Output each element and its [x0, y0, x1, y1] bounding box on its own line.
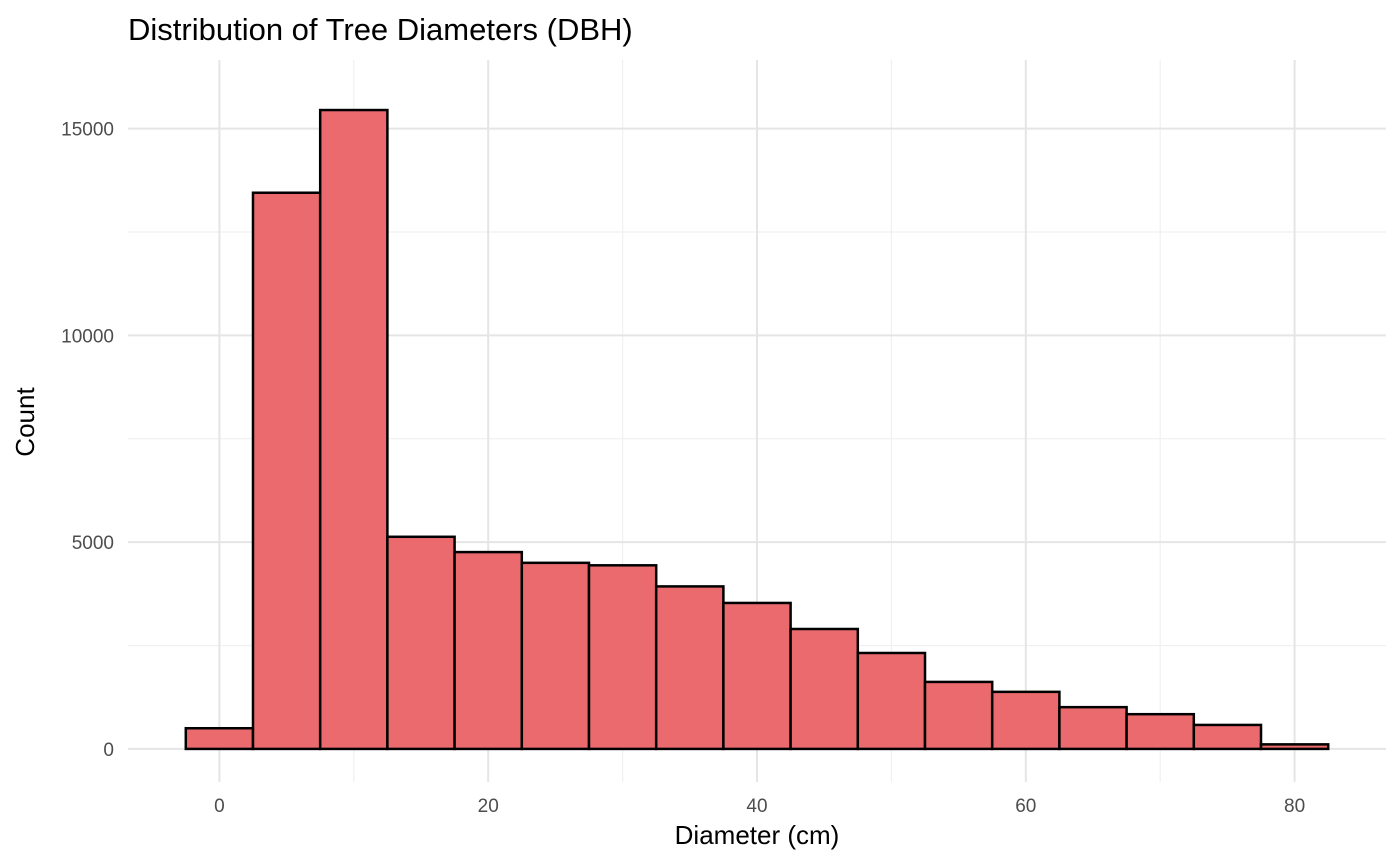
histogram-bar	[923, 680, 994, 751]
histogram-bar	[453, 550, 524, 751]
histogram-bar	[1192, 723, 1263, 751]
histogram-bar	[990, 690, 1061, 751]
histogram-bar	[856, 651, 927, 751]
histogram-bar	[520, 561, 591, 751]
x-tick-label: 20	[478, 796, 499, 817]
y-tick-label: 0	[103, 740, 114, 761]
histogram-bar	[318, 108, 389, 751]
histogram-bars	[184, 108, 1330, 751]
x-tick-label: 0	[214, 796, 225, 817]
x-tick-label: 60	[1015, 796, 1036, 817]
y-axis-ticks: 0 5000 10000 15000	[61, 120, 114, 761]
y-tick-label: 10000	[61, 326, 114, 347]
y-tick-label: 5000	[72, 533, 114, 554]
x-tick-label: 40	[746, 796, 767, 817]
histogram-bar	[1259, 743, 1330, 751]
y-axis-title: Count	[10, 387, 40, 457]
histogram-bar	[654, 585, 725, 751]
x-axis-title: Diameter (cm)	[675, 820, 840, 850]
histogram-bar	[184, 726, 255, 751]
histogram-bar	[1058, 705, 1128, 751]
histogram-bar	[1125, 712, 1196, 751]
y-tick-label: 15000	[61, 120, 114, 141]
x-axis-ticks: 0 20 40 60 80	[214, 796, 1305, 817]
histogram-bar	[789, 627, 860, 751]
histogram-bar	[722, 601, 792, 751]
histogram-bar	[587, 564, 658, 751]
histogram-bar	[251, 191, 322, 751]
histogram-bar	[386, 535, 456, 751]
chart-title: Distribution of Tree Diameters (DBH)	[128, 12, 633, 47]
x-tick-label: 80	[1284, 796, 1305, 817]
